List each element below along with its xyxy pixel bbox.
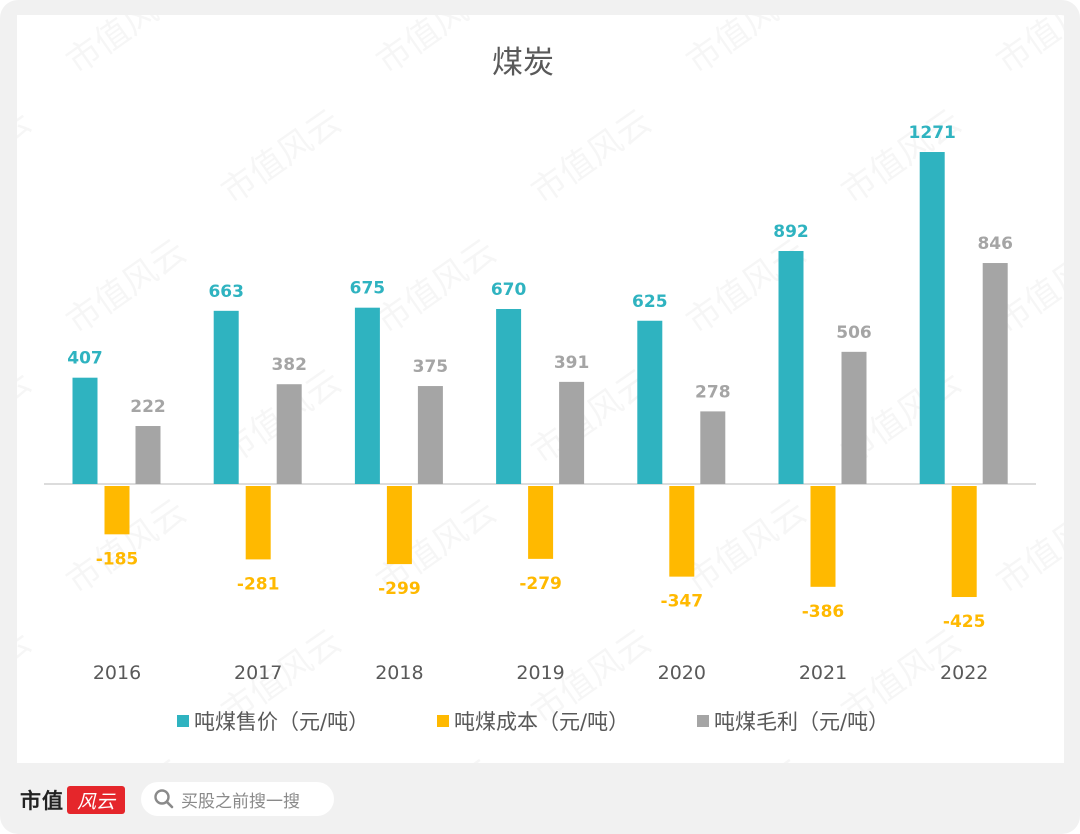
legend: 吨煤售价（元/吨） 吨煤成本（元/吨） 吨煤毛利（元/吨） [177, 710, 889, 734]
bar-margin-2022 [982, 263, 1008, 484]
bar-cost-2021 [810, 486, 836, 587]
data-label-cost-2019: -279 [519, 574, 562, 594]
watermark-text: 市值风云 [679, 492, 813, 603]
data-label-cost-2018: -299 [378, 579, 421, 599]
data-label-price-2021: 892 [773, 222, 809, 242]
watermark-text: 市值风云 [989, 492, 1064, 603]
bar-price-2017 [213, 310, 239, 484]
watermark-text: 市值风云 [989, 752, 1064, 763]
watermark-text: 市值风云 [17, 362, 39, 473]
chart-card: 市值风云 市值风云 市值风云 市值风云 市值风云 市值风云 市值风云 市值风云 市值风云 市值风云… [17, 15, 1064, 763]
legend-label-price: 吨煤售价（元/吨） [194, 710, 369, 734]
data-label-margin-2020: 278 [695, 382, 731, 402]
data-label-cost-2021: -386 [802, 602, 845, 622]
bar-cost-2020 [669, 486, 695, 577]
bar-price-2016 [72, 377, 98, 484]
data-label-margin-2022: 846 [977, 234, 1013, 254]
bar-margin-2019 [559, 381, 585, 484]
legend-label-margin: 吨煤毛利（元/吨） [714, 710, 889, 734]
bar-price-2022 [919, 152, 945, 484]
bar-price-2020 [637, 320, 663, 484]
bar-cost-2016 [104, 486, 130, 535]
bar-cost-2019 [528, 486, 554, 559]
data-labels-layer: 407 -185 222 663 -281 382 675 -299 375 670 -279 391… [67, 123, 1013, 632]
watermark-text: 市值风云 [989, 15, 1064, 82]
search-placeholder: 买股之前搜一搜 [181, 791, 300, 812]
bars-layer [72, 152, 1008, 598]
data-label-margin-2019: 391 [554, 353, 590, 373]
bar-price-2021 [778, 251, 804, 484]
bar-margin-2021 [841, 351, 867, 484]
footer-bar: 市值 风云 买股之前搜一搜 [0, 763, 1080, 834]
data-label-price-2017: 663 [208, 282, 244, 302]
watermark-text: 市值风云 [369, 232, 503, 343]
x-tick-label: 2022 [940, 662, 988, 684]
data-label-margin-2021: 506 [836, 323, 872, 343]
watermark-text: 市值风云 [17, 102, 39, 213]
bar-price-2019 [496, 308, 522, 484]
x-tick-label: 2020 [658, 662, 706, 684]
data-label-price-2018: 675 [350, 279, 386, 299]
brand-text: 市值 [20, 788, 64, 813]
watermark-text: 市值风云 [834, 102, 968, 213]
data-label-margin-2018: 375 [413, 357, 449, 377]
x-tick-label: 2021 [799, 662, 847, 684]
bar-price-2018 [354, 307, 380, 484]
bar-margin-2016 [135, 426, 161, 484]
watermark-text: 市值风云 [679, 752, 813, 763]
x-tick-label: 2016 [93, 662, 141, 684]
data-label-cost-2020: -347 [661, 592, 704, 612]
data-label-price-2020: 625 [632, 292, 668, 312]
watermark-text: 市值风云 [59, 752, 193, 763]
legend-swatch-margin [697, 715, 709, 727]
legend-swatch-price [177, 715, 189, 727]
data-label-cost-2016: -185 [96, 549, 139, 569]
watermark-text: 市值风云 [59, 15, 193, 82]
x-tick-label: 2018 [375, 662, 423, 684]
watermark-text: 市值风云 [369, 752, 503, 763]
x-tick-label: 2019 [516, 662, 564, 684]
watermark-text: 市值风云 [524, 102, 658, 213]
bar-cost-2022 [951, 486, 977, 598]
data-label-margin-2017: 382 [271, 355, 307, 375]
watermark-text: 市值风云 [214, 102, 348, 213]
x-tick-label: 2017 [234, 662, 282, 684]
data-label-price-2016: 407 [67, 349, 103, 369]
x-tick-labels-layer: 2016 2017 2018 2019 2020 2021 2022 [93, 662, 989, 684]
data-label-price-2019: 670 [491, 280, 527, 300]
legend-swatch-cost [437, 715, 449, 727]
bar-cost-2018 [386, 486, 412, 565]
brand-logo[interactable]: 市值 风云 [20, 785, 125, 815]
bar-cost-2017 [245, 486, 271, 560]
data-label-cost-2017: -281 [237, 574, 280, 594]
bar-margin-2018 [417, 386, 443, 484]
chart-title: 煤炭 [492, 45, 554, 81]
bar-margin-2017 [276, 384, 302, 484]
watermark-text: 市值风云 [679, 15, 813, 82]
watermark-text: 市值风云 [369, 15, 503, 82]
data-label-cost-2022: -425 [943, 612, 986, 632]
data-label-price-2022: 1271 [909, 123, 956, 143]
search-box[interactable]: 买股之前搜一搜 [141, 782, 334, 816]
watermark-text: 市值风云 [59, 232, 193, 343]
search-icon [154, 789, 174, 809]
legend-label-cost: 吨煤成本（元/吨） [454, 710, 629, 734]
bar-margin-2020 [700, 411, 726, 484]
data-label-margin-2016: 222 [130, 397, 166, 417]
brand-badge: 风云 [67, 786, 125, 814]
watermark-text: 市值风云 [17, 622, 39, 733]
